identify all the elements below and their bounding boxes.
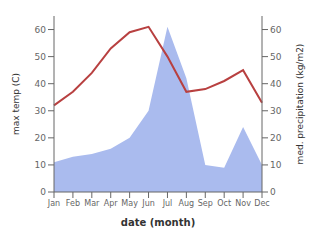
svg-text:Dec: Dec [254, 199, 269, 208]
svg-text:10: 10 [35, 160, 47, 170]
svg-text:Mar: Mar [84, 199, 100, 208]
svg-text:40: 40 [270, 79, 282, 89]
svg-text:30: 30 [35, 106, 47, 116]
svg-text:0: 0 [40, 187, 46, 197]
svg-text:date (month): date (month) [121, 217, 195, 228]
svg-text:Jan: Jan [47, 199, 60, 208]
svg-text:0: 0 [270, 187, 276, 197]
svg-text:Oct: Oct [217, 199, 231, 208]
svg-text:60: 60 [270, 25, 282, 35]
svg-text:60: 60 [35, 25, 47, 35]
svg-text:max temp (C): max temp (C) [11, 73, 21, 135]
svg-text:20: 20 [35, 133, 47, 143]
svg-text:Jun: Jun [141, 199, 155, 208]
svg-text:50: 50 [35, 52, 47, 62]
svg-text:Nov: Nov [235, 199, 251, 208]
svg-text:Apr: Apr [104, 199, 119, 208]
svg-text:Sep: Sep [198, 199, 213, 208]
svg-text:Aug: Aug [179, 199, 195, 208]
svg-text:May: May [121, 199, 138, 208]
svg-text:Jul: Jul [162, 199, 173, 208]
svg-text:10: 10 [270, 160, 282, 170]
svg-text:20: 20 [270, 133, 282, 143]
svg-text:40: 40 [35, 79, 47, 89]
svg-text:Feb: Feb [66, 199, 80, 208]
svg-text:30: 30 [270, 106, 282, 116]
svg-text:med. precipitation (kg/m2): med. precipitation (kg/m2) [295, 44, 305, 165]
svg-text:50: 50 [270, 52, 282, 62]
